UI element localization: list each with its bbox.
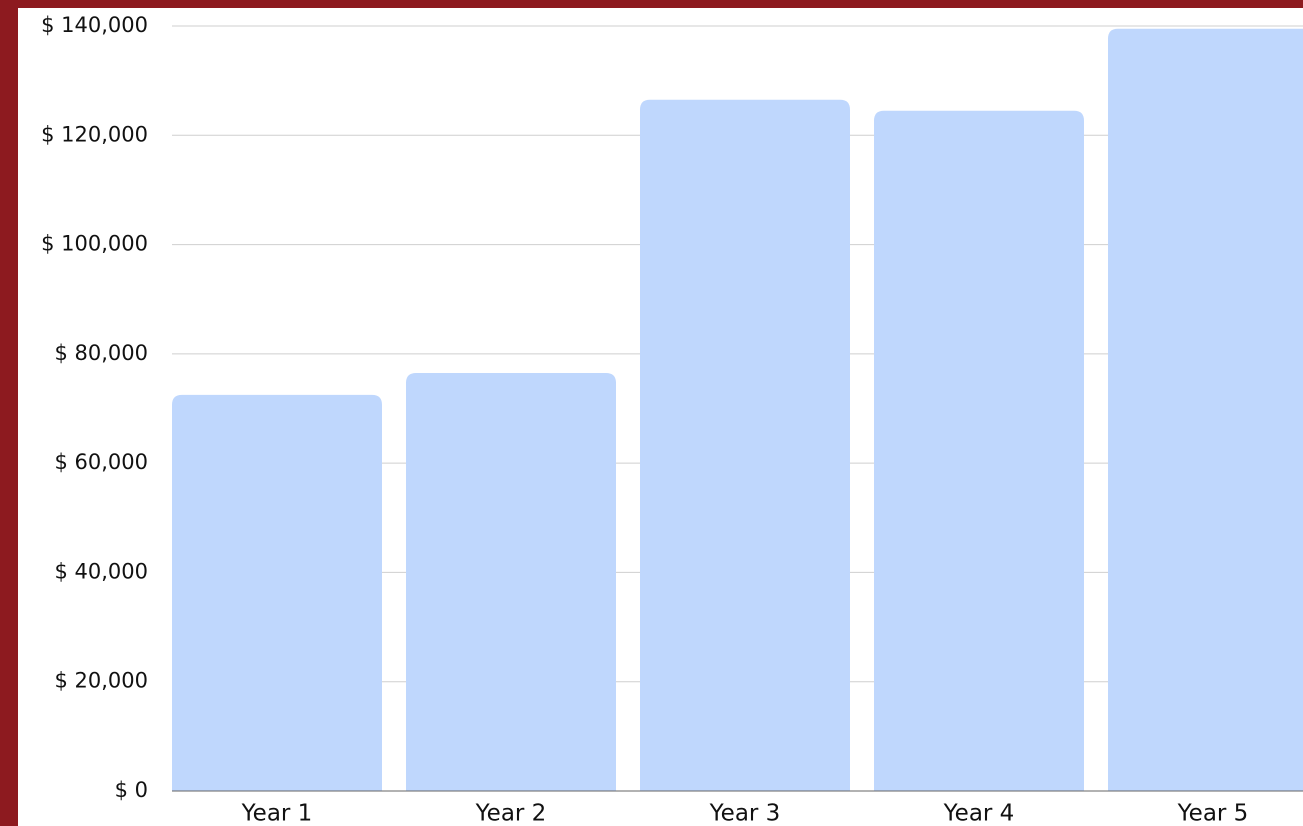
y-tick-label: $ 120,000: [41, 122, 148, 146]
y-tick-label: $ 140,000: [41, 13, 148, 37]
y-tick-label: $ 20,000: [54, 669, 148, 693]
bar: [874, 110, 1084, 792]
x-tick-label: Year 1: [241, 801, 313, 826]
y-tick-label: $ 100,000: [41, 232, 148, 256]
x-tick-label: Year 3: [709, 801, 781, 826]
y-tick-label: $ 80,000: [54, 341, 148, 365]
y-tick-label: $ 60,000: [54, 450, 148, 474]
bar: [640, 99, 850, 791]
x-tick-label: Year 5: [1177, 801, 1249, 826]
x-tick-label: Year 2: [475, 801, 547, 826]
x-tick-label: Year 4: [943, 801, 1015, 826]
bar: [406, 372, 616, 791]
bar: [1108, 28, 1303, 791]
bar: [172, 394, 382, 791]
y-tick-label: $ 40,000: [54, 559, 148, 583]
y-tick-label: $ 0: [115, 778, 148, 802]
